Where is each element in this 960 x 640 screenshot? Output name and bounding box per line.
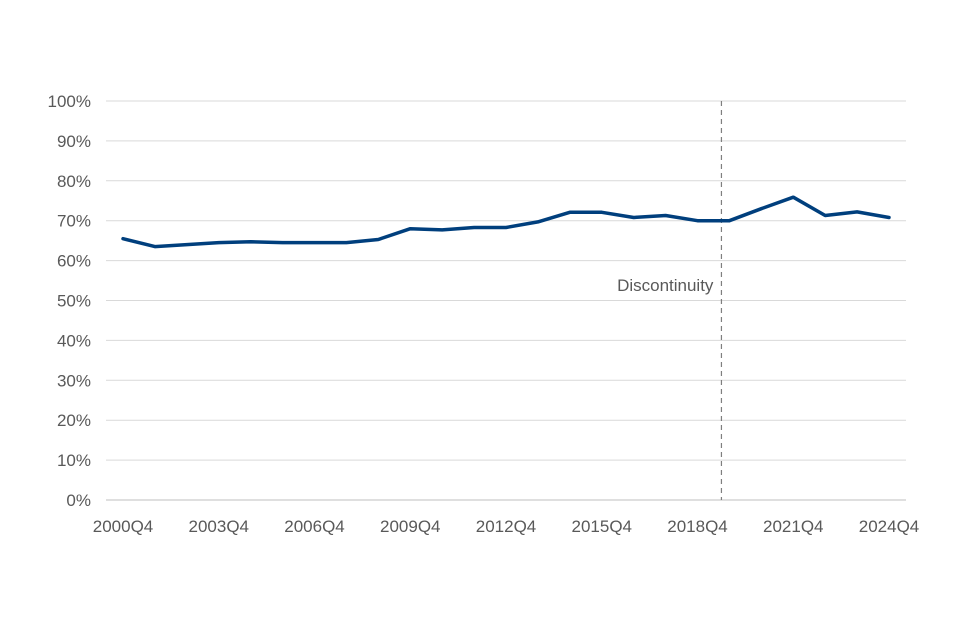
y-tick-label: 90% <box>57 132 91 151</box>
y-tick-label: 100% <box>48 92 91 111</box>
y-tick-label: 20% <box>57 411 91 430</box>
x-tick-label: 2009Q4 <box>380 517 441 536</box>
x-tick-label: 2012Q4 <box>476 517 537 536</box>
series-group <box>121 195 891 249</box>
x-tick-label: 2003Q4 <box>189 517 250 536</box>
x-tick-label: 2018Q4 <box>667 517 728 536</box>
y-tick-label: 10% <box>57 451 91 470</box>
y-tick-label: 40% <box>57 331 91 350</box>
discontinuity-label: Discontinuity <box>617 276 714 295</box>
x-axis-tick-labels: 2000Q4 2003Q4 2006Q4 2009Q4 2012Q4 2015Q4 2018… <box>93 517 920 536</box>
x-tick-label: 2021Q4 <box>763 517 824 536</box>
x-tick-label: 2015Q4 <box>572 517 633 536</box>
y-axis-tick-labels: 0% 10% 20% 30% 40% 50% 60% 70% 80% 90% 100% <box>48 92 91 510</box>
x-tick-label: 2000Q4 <box>93 517 154 536</box>
series-line <box>121 195 891 249</box>
y-tick-label: 0% <box>66 491 91 510</box>
y-tick-label: 30% <box>57 371 91 390</box>
x-tick-label: 2024Q4 <box>859 517 920 536</box>
discontinuity-annotation: Discontinuity <box>617 101 723 500</box>
x-tick-label: 2006Q4 <box>284 517 345 536</box>
y-tick-label: 80% <box>57 172 91 191</box>
y-tick-label: 50% <box>57 292 91 311</box>
y-tick-label: 60% <box>57 252 91 271</box>
gridlines <box>106 100 906 501</box>
y-tick-label: 70% <box>57 212 91 231</box>
